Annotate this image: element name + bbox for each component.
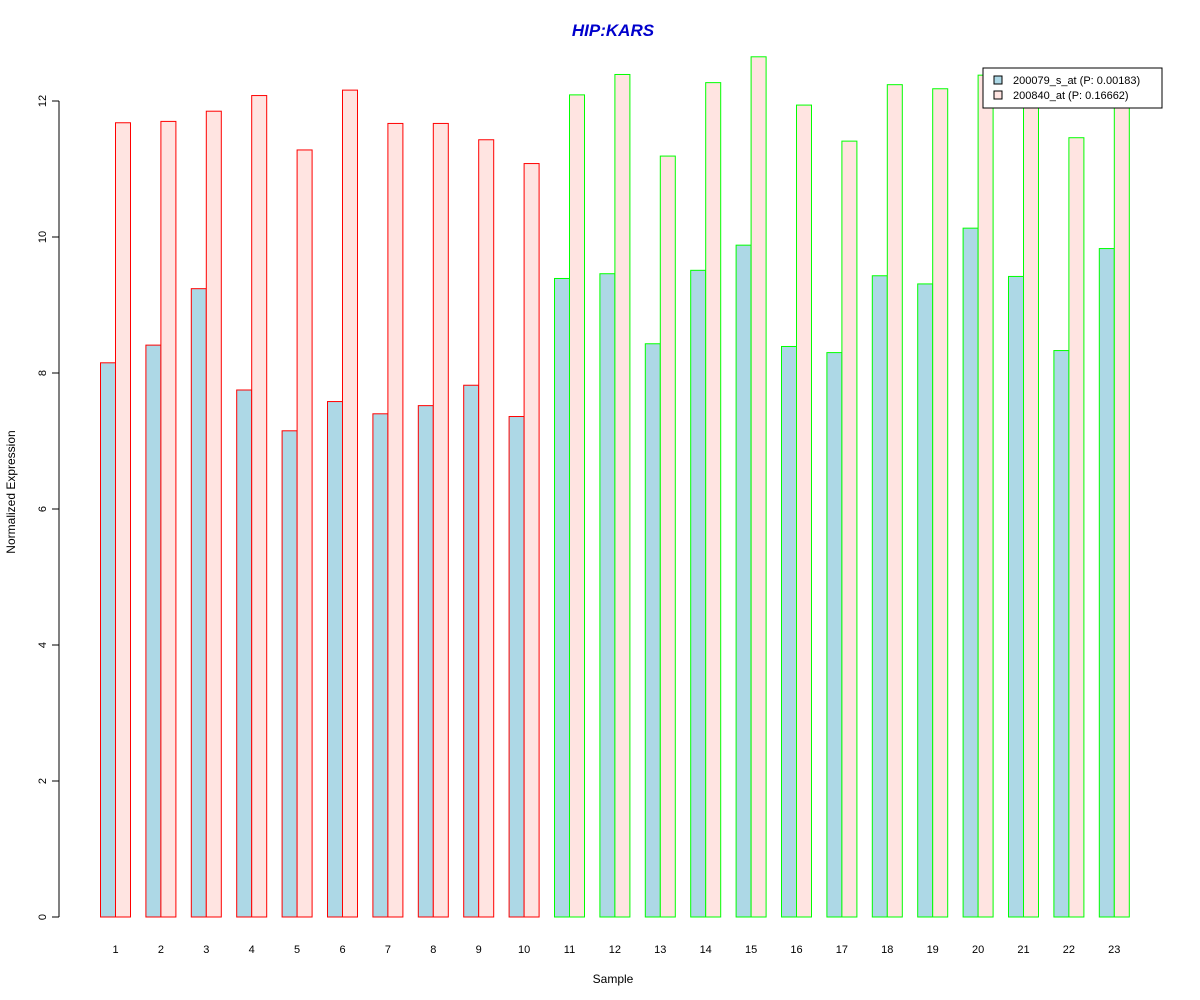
bar-sample-5-series-1	[281, 430, 298, 918]
y-tick-label: 4	[37, 642, 49, 648]
x-tick-label: 12	[609, 944, 621, 956]
bar-sample-7-series-1	[372, 413, 389, 918]
x-tick-label: 7	[385, 944, 391, 956]
y-tick-label: 10	[37, 231, 49, 243]
bar-sample-20-series-2	[977, 74, 994, 918]
bar-sample-1-series-2	[115, 122, 131, 918]
bar-sample-23-series-2	[1113, 80, 1130, 918]
legend-label-1: 200079_s_at (P: 0.00183)	[1013, 75, 1140, 87]
y-axis-label: Normalized Expression	[4, 430, 18, 553]
x-tick-label: 18	[881, 944, 893, 956]
bar-sample-21-series-1	[1008, 275, 1024, 918]
x-tick-label: 14	[700, 944, 712, 956]
x-tick-label: 10	[518, 944, 530, 956]
x-axis-label: Sample	[593, 972, 634, 986]
bar-sample-4-series-2	[251, 95, 268, 918]
bar-sample-16-series-2	[796, 104, 812, 918]
x-tick-label: 13	[654, 944, 666, 956]
bar-sample-2-series-2	[160, 120, 177, 918]
x-tick-label: 11	[564, 944, 575, 956]
x-tick-label: 4	[249, 944, 255, 956]
x-tick-label: 3	[203, 944, 209, 956]
bar-sample-21-series-2	[1023, 97, 1039, 918]
bar-sample-13-series-2	[659, 155, 676, 918]
y-tick-label: 8	[37, 370, 49, 376]
bar-sample-12-series-2	[614, 73, 631, 918]
y-tick-label: 2	[37, 778, 49, 784]
y-tick-label: 12	[37, 95, 49, 107]
x-tick-label: 23	[1108, 944, 1120, 956]
bar-sample-13-series-1	[644, 343, 661, 918]
bar-sample-18-series-1	[871, 275, 888, 918]
legend-swatch-1	[993, 75, 1003, 85]
bar-sample-6-series-1	[327, 401, 343, 918]
bar-sample-3-series-2	[205, 110, 222, 918]
bar-sample-7-series-2	[387, 122, 404, 918]
bar-sample-15-series-2	[750, 56, 767, 918]
bar-sample-3-series-1	[190, 288, 207, 918]
bar-sample-8-series-2	[432, 122, 449, 918]
x-tick-label: 15	[745, 944, 757, 956]
bar-sample-16-series-1	[781, 345, 797, 918]
x-tick-label: 9	[476, 944, 482, 956]
bar-sample-17-series-1	[826, 352, 843, 918]
x-tick-label: 8	[430, 944, 436, 956]
bar-sample-8-series-1	[417, 405, 434, 918]
x-tick-label: 5	[294, 944, 300, 956]
bar-sample-14-series-1	[690, 269, 707, 918]
bar-sample-12-series-1	[599, 273, 616, 918]
bar-sample-22-series-2	[1068, 137, 1085, 918]
legend-label-2: 200840_at (P: 0.16662)	[1013, 90, 1129, 102]
y-tick-label: 0	[37, 914, 49, 920]
x-tick-label: 22	[1063, 944, 1075, 956]
chart-title: HIP:KARS	[572, 21, 655, 40]
x-tick-label: 16	[790, 944, 802, 956]
bar-sample-17-series-2	[841, 140, 858, 918]
x-tick-label: 17	[836, 944, 848, 956]
bar-sample-2-series-1	[145, 344, 162, 918]
bar-sample-19-series-2	[932, 88, 949, 918]
legend-swatch-2	[993, 90, 1003, 100]
x-tick-label: 21	[1017, 944, 1029, 956]
bar-sample-5-series-2	[296, 149, 313, 918]
x-tick-label: 1	[112, 944, 118, 956]
bar-sample-1-series-1	[100, 362, 116, 918]
bar-sample-18-series-2	[886, 84, 903, 918]
bar-sample-11-series-1	[554, 277, 570, 918]
x-tick-label: 2	[158, 944, 164, 956]
bar-sample-15-series-1	[735, 244, 752, 918]
bar-sample-14-series-2	[705, 82, 722, 918]
legend-box	[982, 67, 1163, 109]
bar-sample-23-series-1	[1098, 248, 1115, 918]
bar-sample-10-series-2	[523, 163, 540, 918]
bar-sample-9-series-1	[463, 384, 480, 918]
bar-sample-4-series-1	[236, 389, 253, 918]
x-tick-label: 6	[339, 944, 345, 956]
bar-sample-20-series-1	[962, 227, 979, 918]
x-tick-label: 20	[972, 944, 984, 956]
bar-sample-11-series-2	[569, 94, 585, 918]
bar-sample-10-series-1	[508, 416, 525, 918]
bar-sample-22-series-1	[1053, 350, 1070, 918]
bar-sample-9-series-2	[478, 139, 495, 918]
x-tick-label: 19	[927, 944, 939, 956]
bar-sample-6-series-2	[342, 89, 358, 918]
bar-sample-19-series-1	[917, 283, 934, 918]
y-tick-label: 6	[37, 506, 49, 512]
